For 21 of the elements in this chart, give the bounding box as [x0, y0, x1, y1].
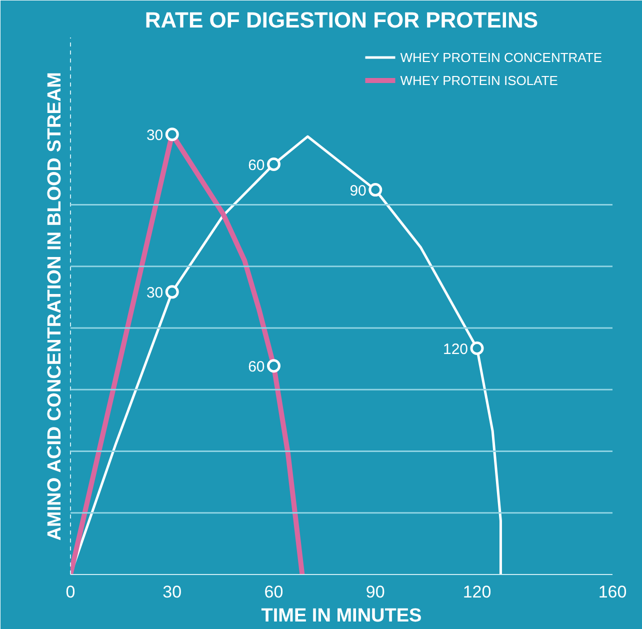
annotation: 60	[248, 358, 265, 376]
x-axis-title: TIME IN MINUTES	[261, 606, 422, 626]
annotation: 30	[146, 126, 164, 144]
x-tick-label: 30	[162, 582, 182, 602]
chart-title: RATE OF DIGESTION FOR PROTEINS	[144, 8, 538, 32]
point	[267, 158, 280, 172]
annotation: 60	[248, 156, 265, 174]
x-tick-label: 90	[366, 582, 385, 602]
y-axis-title: AMINO ACID CONCENTRATION IN BLOOD STREAM	[44, 72, 66, 541]
x-tick-label: 60	[264, 582, 284, 602]
x-tick-label: 160	[598, 582, 627, 602]
annotation: 30	[146, 284, 164, 302]
x-tick-label: 120	[462, 582, 492, 602]
legend-label: WHEY PROTEIN CONCENTRATE	[400, 50, 602, 64]
point	[470, 342, 484, 355]
point	[165, 285, 179, 299]
annotation: 90	[350, 182, 366, 200]
legend-label: WHEY PROTEIN ISOLATE	[400, 72, 558, 88]
point	[368, 183, 382, 197]
annotation: 120	[442, 340, 468, 358]
x-tick-label: 0	[66, 582, 76, 602]
